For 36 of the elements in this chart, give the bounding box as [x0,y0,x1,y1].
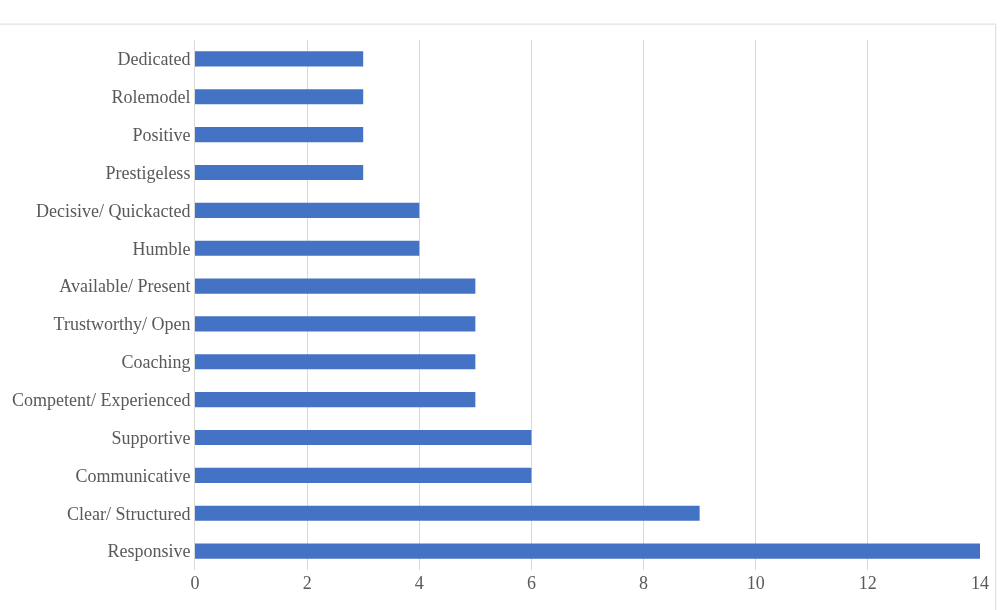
y-tick-label: Competent/ Experienced [11,389,191,410]
bar [195,127,364,143]
bar [195,543,980,559]
y-tick-label: Supportive [111,427,191,448]
bar [195,354,476,370]
x-tick-label: 6 [526,573,536,593]
x-tick-label: 8 [639,573,649,593]
y-tick-label: Dedicated [117,49,191,70]
bar [195,316,476,332]
bar [195,505,700,521]
bar [195,392,476,408]
y-tick-label: Communicative [75,465,191,486]
bar [195,164,364,181]
x-tick-label: 14 [971,573,989,593]
bar [195,429,532,446]
x-tick-label: 12 [858,573,877,593]
bar [195,89,364,105]
y-tick-label: Responsive [107,541,191,562]
y-tick-label: Decisive/ Quickacted [35,200,191,221]
y-tick-label: Humble [132,238,191,259]
y-tick-label: Positive [132,124,191,145]
y-tick-label: Rolemodel [111,87,191,108]
bar [195,51,364,67]
bar [195,202,420,218]
y-tick-label: Prestigeless [105,162,191,183]
y-tick-label: Clear/ Structured [66,503,191,524]
bar [195,278,476,294]
y-tick-label: Coaching [121,352,191,373]
y-tick-label: Available/ Present [59,276,191,297]
x-tick-label: 4 [414,573,424,593]
x-tick-label: 0 [190,573,200,593]
bar [195,467,532,483]
bar [195,240,420,256]
y-tick-label: Trustworthy/ Open [53,314,191,335]
x-tick-label: 10 [746,573,765,593]
x-tick-label: 2 [302,573,312,593]
